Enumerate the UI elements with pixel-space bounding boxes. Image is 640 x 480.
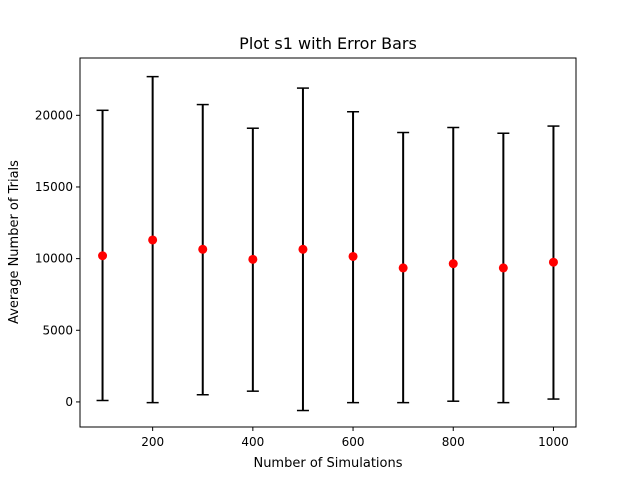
x-tick-label: 200	[141, 435, 164, 449]
x-tick-label: 1000	[538, 435, 569, 449]
chart-title: Plot s1 with Error Bars	[239, 34, 417, 53]
x-tick-label: 400	[241, 435, 264, 449]
data-point	[248, 254, 258, 264]
data-point	[498, 263, 508, 273]
y-tick-label: 15000	[35, 180, 73, 194]
data-point	[448, 259, 458, 269]
y-tick-label: 0	[65, 395, 73, 409]
x-axis-label: Number of Simulations	[253, 456, 402, 471]
y-tick-label: 20000	[35, 108, 73, 122]
y-tick-label: 5000	[42, 323, 73, 337]
data-point	[548, 257, 558, 267]
data-point	[298, 244, 308, 254]
x-tick-label: 600	[342, 435, 365, 449]
data-point	[98, 251, 108, 261]
x-tick-label: 800	[442, 435, 465, 449]
data-point	[348, 251, 358, 261]
data-point	[198, 244, 208, 254]
y-tick-label: 10000	[35, 252, 73, 266]
data-point	[148, 235, 158, 245]
y-axis-label: Average Number of Trials	[7, 160, 22, 324]
data-point	[398, 263, 408, 273]
plot-frame	[79, 57, 577, 428]
